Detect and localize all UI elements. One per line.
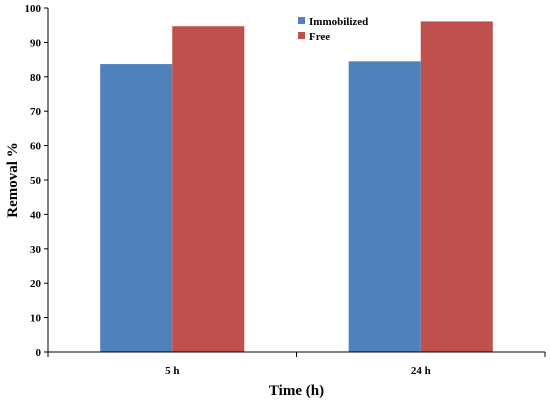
x-ticks: 5 h 24 h	[47, 352, 546, 377]
y-tick-label: 20	[30, 278, 42, 290]
y-tick-label: 30	[30, 244, 42, 256]
y-ticks: 0 10 20 30 40 50 60 70 80 90 100	[25, 3, 48, 359]
bar-free	[420, 21, 493, 352]
bar-immobilized	[348, 61, 421, 352]
y-tick-label: 100	[25, 3, 42, 15]
bar-immobilized	[100, 64, 173, 353]
x-axis-title: Time (h)	[269, 383, 324, 399]
legend: Immobilized Free	[298, 16, 368, 43]
x-tick-label: 24 h	[411, 365, 431, 377]
y-tick-label: 90	[30, 37, 42, 49]
y-axis-title: Removal %	[5, 142, 21, 217]
y-tick-label: 10	[30, 313, 42, 325]
legend-label-immobilized: Immobilized	[309, 16, 368, 28]
y-tick-label: 60	[30, 141, 42, 153]
y-tick-label: 50	[30, 175, 42, 187]
legend-swatch-immobilized	[298, 17, 305, 24]
x-tick-label: 5 h	[165, 365, 179, 377]
legend-label-free: Free	[309, 31, 330, 43]
bar-free	[172, 26, 245, 353]
bars-layer	[100, 21, 493, 353]
y-tick-label: 80	[30, 72, 42, 84]
y-tick-label: 0	[36, 347, 42, 359]
legend-swatch-free	[298, 32, 305, 39]
y-tick-label: 40	[30, 209, 42, 221]
y-tick-label: 70	[30, 106, 42, 118]
